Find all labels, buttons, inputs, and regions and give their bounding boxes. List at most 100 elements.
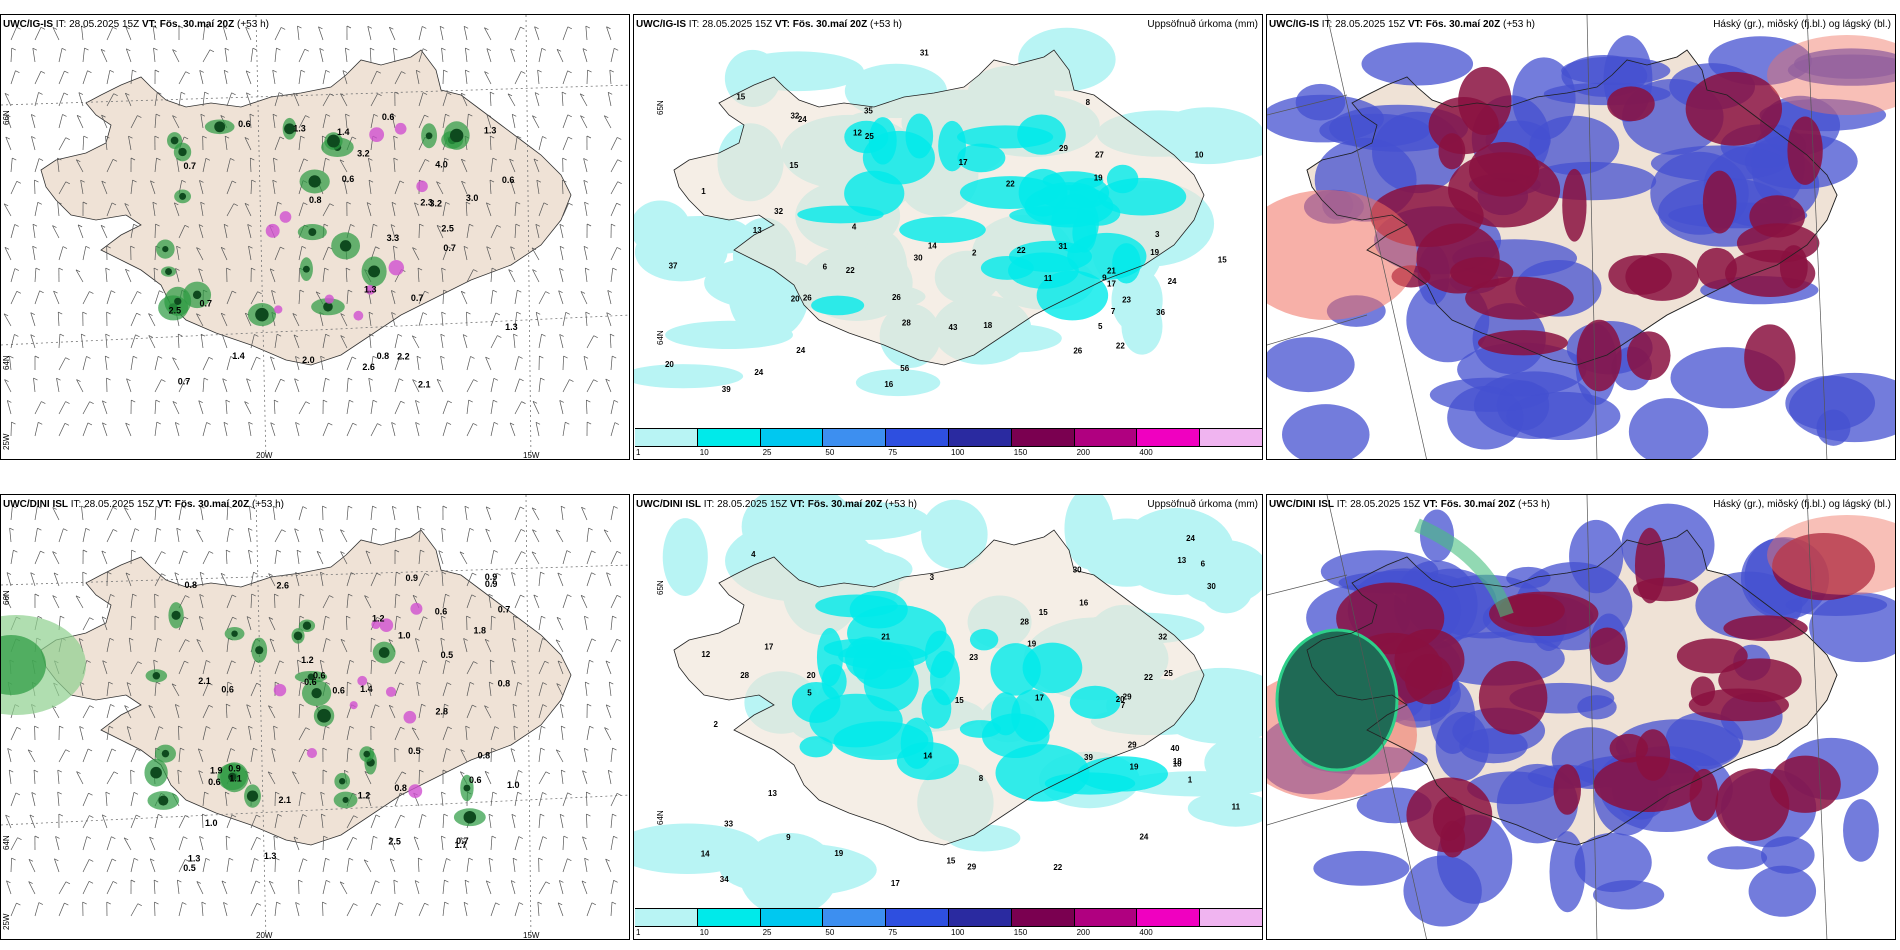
wind-barb-flag xyxy=(11,47,16,51)
wind-barb-flag xyxy=(512,703,518,707)
wind-barb xyxy=(196,639,204,653)
wind-value: 1.3 xyxy=(264,851,277,861)
graticule-line xyxy=(1806,495,1828,939)
precip-value: 32 xyxy=(1158,633,1167,642)
wind-barb xyxy=(246,378,252,393)
wind-barb-flag xyxy=(295,422,300,425)
wind-barb xyxy=(298,115,306,129)
wind-barb-flag xyxy=(200,505,205,509)
precip-area xyxy=(921,499,988,570)
graticule-line xyxy=(1267,94,1348,116)
wind-barb-flag xyxy=(372,527,378,531)
wind-barb xyxy=(560,506,564,521)
wind-barb-flag xyxy=(604,115,609,119)
wind-barb xyxy=(178,836,184,851)
colorbar-segment xyxy=(1137,429,1201,446)
wind-barb-flag xyxy=(442,769,448,773)
wind-barb-flag xyxy=(538,857,543,861)
wind-barb xyxy=(250,858,255,873)
wind-barb-flag xyxy=(176,245,181,249)
wind-value: 3.2 xyxy=(429,199,442,209)
wind-barb-flag xyxy=(251,179,256,183)
wind-barb xyxy=(559,814,564,829)
wind-barb xyxy=(298,792,302,807)
wind-barb xyxy=(584,682,588,697)
wind-barb-flag xyxy=(4,93,10,96)
wind-barb xyxy=(417,268,420,283)
precip-value: 6 xyxy=(823,263,828,272)
precip-value: 3 xyxy=(930,573,935,582)
wind-barb-flag xyxy=(299,703,304,707)
wind-barb xyxy=(442,704,445,719)
wind-barb-flag xyxy=(152,25,158,29)
wind-barb-flag xyxy=(302,506,307,509)
model-name: UWC/DINI ISL xyxy=(3,499,68,510)
wind-barb-flag xyxy=(510,48,515,52)
wind-barb-flag xyxy=(16,902,21,906)
wind-barb-flag xyxy=(274,593,279,597)
wind-barb xyxy=(610,836,614,851)
wind-barb xyxy=(172,357,180,371)
shower-core xyxy=(425,132,433,140)
wind-barb xyxy=(464,880,468,895)
wind-barb-flag xyxy=(444,703,449,707)
wind-barb-flag xyxy=(586,223,592,227)
wind-barb xyxy=(226,528,230,543)
wind-barb-flag xyxy=(580,594,586,598)
wind-barb-flag xyxy=(84,47,89,51)
wind-barb xyxy=(489,180,492,195)
wind-barb xyxy=(485,528,492,543)
thunder-area xyxy=(265,223,280,238)
wind-barb-flag xyxy=(57,791,62,795)
wind-barb-flag xyxy=(389,704,394,708)
wind-barb xyxy=(442,422,448,437)
wind-barb xyxy=(130,528,136,543)
wind-barb xyxy=(106,70,111,85)
wind-barb xyxy=(415,70,420,85)
wind-barb xyxy=(273,726,276,741)
wind-barb xyxy=(538,638,543,653)
precip-value: 19 xyxy=(834,849,843,858)
wind-barb-flag xyxy=(184,616,189,620)
wind-barb-flag xyxy=(294,378,299,382)
wind-barb xyxy=(197,748,204,763)
wind-barb xyxy=(82,748,89,763)
wind-barb xyxy=(106,682,110,697)
wind-value: 0.5 xyxy=(183,863,196,873)
precip-value: 56 xyxy=(900,364,909,373)
wind-barb xyxy=(226,858,230,873)
wind-barb-flag xyxy=(294,528,299,532)
wind-barb-flag xyxy=(493,549,498,553)
precip-value: 8 xyxy=(1086,98,1091,107)
wind-barb-flag xyxy=(125,268,130,272)
thunder-area xyxy=(403,710,417,724)
wind-barb-flag xyxy=(567,70,572,74)
wind-barb-flag xyxy=(82,901,87,905)
wind-barb-flag xyxy=(200,201,205,205)
wind-barb xyxy=(250,880,257,895)
wind-barb-flag xyxy=(111,290,116,293)
wind-barb xyxy=(172,115,180,129)
wind-barb-flag xyxy=(416,69,421,73)
shower-core xyxy=(317,708,331,723)
wind-value: 0.6 xyxy=(382,112,395,122)
wind-barb-flag xyxy=(35,267,41,271)
wind-barb-flag xyxy=(148,313,153,316)
wind-barb-flag xyxy=(33,377,38,381)
wind-barb xyxy=(369,334,372,349)
wind-barb xyxy=(82,617,90,631)
wind-barb xyxy=(490,573,498,587)
precip-value: 5 xyxy=(1098,322,1103,331)
wind-barb xyxy=(411,335,420,349)
wind-barb-flag xyxy=(202,135,207,139)
wind-barb-flag xyxy=(75,595,81,599)
wind-barb-flag xyxy=(27,749,33,753)
wind-barb xyxy=(514,902,520,917)
wind-barb-flag xyxy=(131,549,136,553)
wind-barb-flag xyxy=(512,113,517,117)
precip-value: 33 xyxy=(724,820,733,829)
wind-barb xyxy=(174,572,180,587)
thunder-area xyxy=(324,294,334,304)
wind-barb xyxy=(440,334,444,349)
wind-barb xyxy=(245,70,252,85)
